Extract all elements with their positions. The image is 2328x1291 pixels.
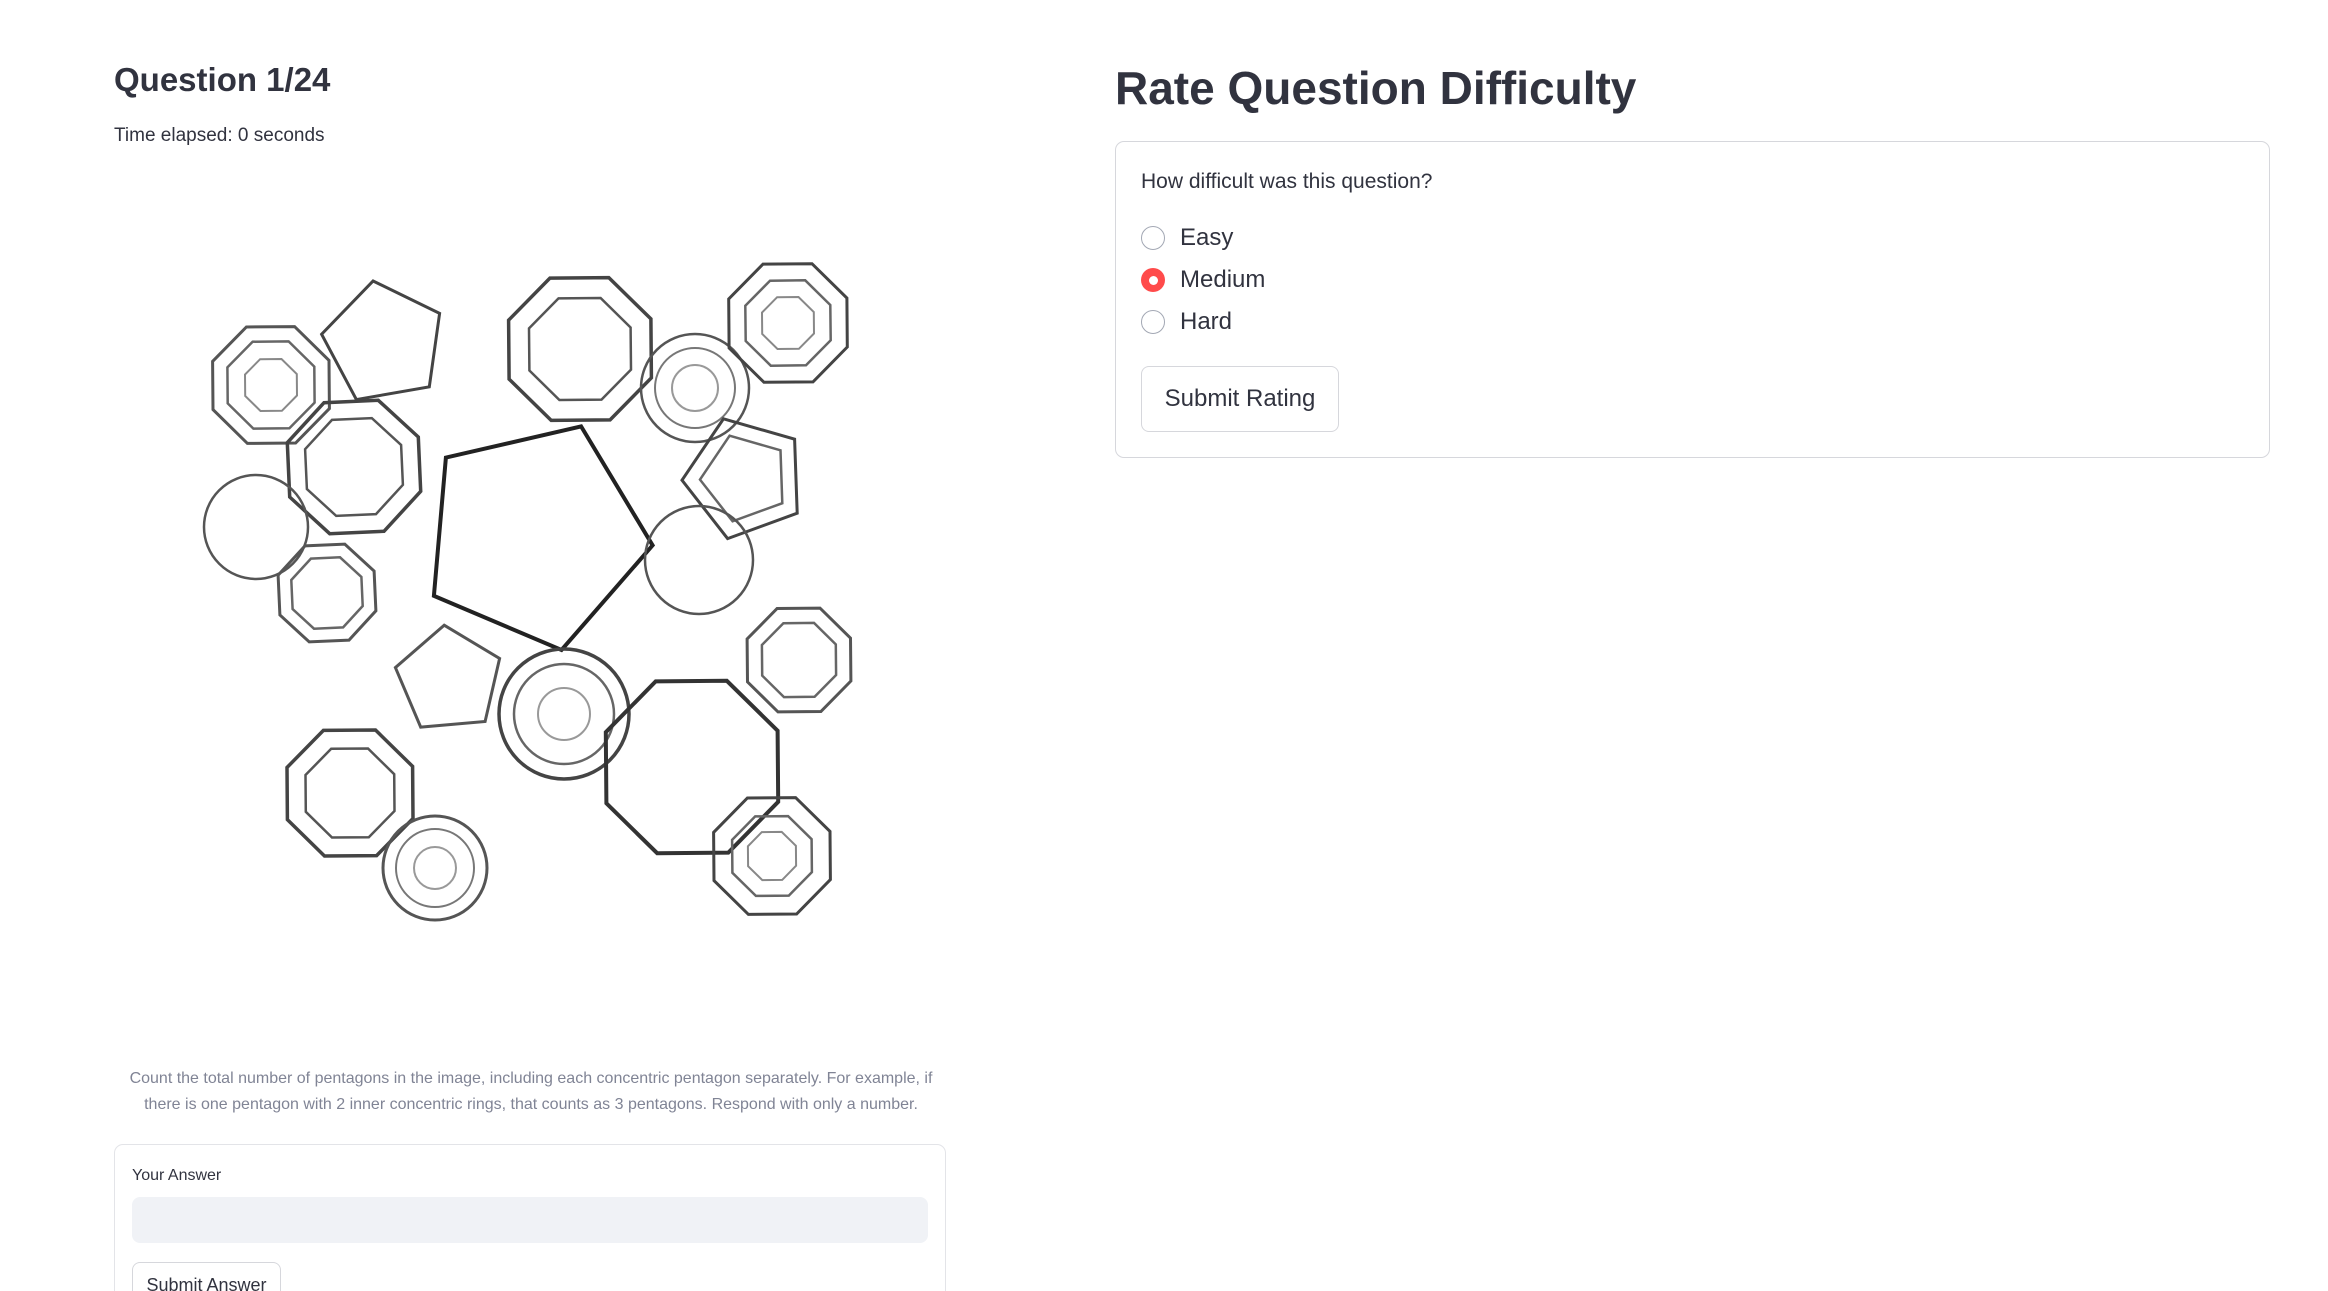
puzzle-polygon xyxy=(744,279,832,367)
puzzle-polygon xyxy=(285,398,423,536)
radio-option-medium[interactable]: Medium xyxy=(1141,264,1265,296)
puzzle-circle xyxy=(671,364,719,412)
puzzle-polygon xyxy=(506,275,654,423)
submit-answer-button[interactable]: Submit Answer xyxy=(132,1262,281,1291)
answer-label: Your Answer xyxy=(132,1167,222,1184)
rating-question: How difficult was this question? xyxy=(1141,170,1433,193)
radio-option-easy[interactable]: Easy xyxy=(1141,222,1233,254)
question-panel: Question 1/24 Time elapsed: 0 seconds Co… xyxy=(114,56,948,1291)
puzzle-polygon xyxy=(746,830,798,882)
puzzle-circle xyxy=(202,473,310,581)
question-title: Question 1/24 xyxy=(114,61,331,98)
puzzle-polygon xyxy=(527,296,633,402)
puzzle-polygon xyxy=(727,262,849,384)
rating-title: Rate Question Difficulty xyxy=(1115,62,1637,114)
puzzle-polygon xyxy=(393,623,502,729)
puzzle-polygon xyxy=(680,417,799,541)
radio-label: Medium xyxy=(1180,266,1266,293)
puzzle-polygon xyxy=(211,325,331,445)
puzzle-circle xyxy=(497,647,631,781)
radio-option-hard[interactable]: Hard xyxy=(1141,306,1232,338)
radio-button[interactable] xyxy=(1141,226,1165,250)
puzzle-polygon xyxy=(730,814,814,898)
puzzle-polygon xyxy=(712,796,832,916)
radio-label: Hard xyxy=(1180,308,1233,335)
radio-label: Easy xyxy=(1180,224,1234,251)
puzzle-polygon xyxy=(285,728,415,858)
radio-button[interactable] xyxy=(1141,268,1165,292)
puzzle-image xyxy=(114,216,948,1050)
puzzle-polygon xyxy=(760,621,838,699)
puzzle-polygon xyxy=(304,747,396,839)
puzzle-polygon xyxy=(276,542,378,644)
puzzle-polygon xyxy=(603,678,781,856)
puzzle-shapes xyxy=(202,262,853,922)
time-elapsed: Time elapsed: 0 seconds xyxy=(114,125,325,146)
puzzle-circle xyxy=(654,347,736,429)
puzzle-polygon xyxy=(431,424,656,653)
puzzle-polygon xyxy=(698,434,784,523)
puzzle-circle xyxy=(639,332,751,444)
puzzle-polygon xyxy=(745,606,853,714)
puzzle-polygon xyxy=(243,357,299,413)
puzzle-circle xyxy=(537,687,591,741)
puzzle-circle xyxy=(413,846,457,890)
puzzle-polygon xyxy=(290,556,364,630)
puzzle-polygon xyxy=(226,340,316,430)
question-instructions: Count the total number of pentagons in t… xyxy=(129,1070,933,1113)
answer-form: Your Answer Submit Answer xyxy=(114,1144,946,1291)
puzzle-circle xyxy=(643,504,755,616)
rating-form: How difficult was this question? Easy Me… xyxy=(1115,141,2270,458)
puzzle-polygon xyxy=(319,279,442,402)
submit-rating-button[interactable]: Submit Rating xyxy=(1141,366,1339,432)
puzzle-circle xyxy=(512,662,616,766)
puzzle-polygon xyxy=(303,416,405,518)
rating-panel: Rate Question Difficulty How difficult w… xyxy=(1115,56,2270,458)
puzzle-circle xyxy=(381,814,489,922)
answer-input[interactable] xyxy=(132,1197,928,1243)
puzzle-circle xyxy=(395,828,475,908)
radio-button[interactable] xyxy=(1141,310,1165,334)
puzzle-svg xyxy=(202,262,853,922)
puzzle-polygon xyxy=(760,295,816,351)
